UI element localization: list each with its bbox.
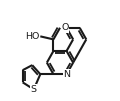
Text: N: N [63,70,70,79]
Text: O: O [61,23,68,32]
Text: HO: HO [25,32,39,41]
Text: S: S [31,85,37,94]
